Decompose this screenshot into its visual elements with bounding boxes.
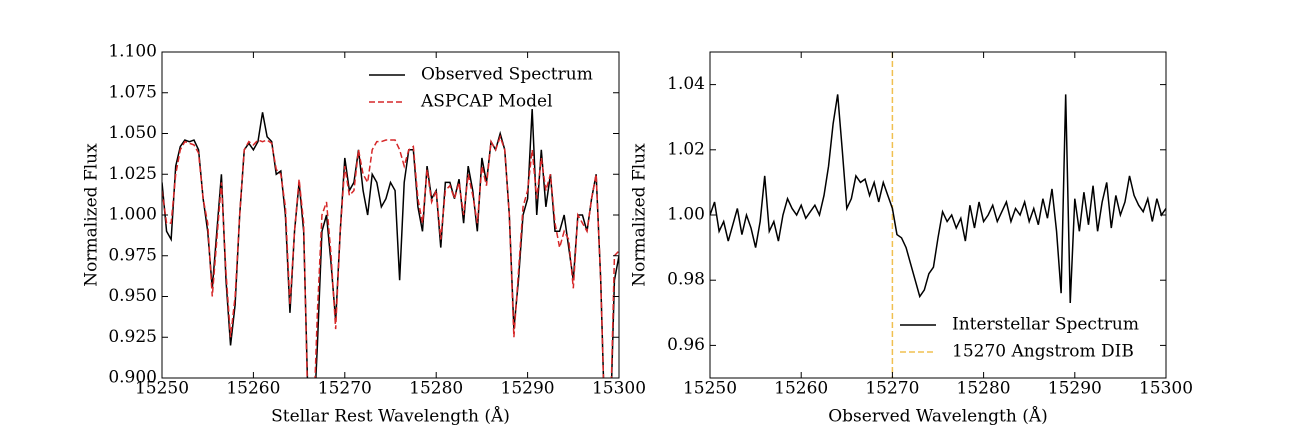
legend-label: Observed Spectrum: [421, 65, 593, 85]
y-tick-label: 0.925: [108, 327, 157, 347]
x-tick-label: 15250: [683, 379, 737, 399]
legend-label: Interstellar Spectrum: [952, 315, 1139, 335]
y-tick-label: 0.900: [108, 368, 157, 388]
x-axis-label: Stellar Rest Wavelength (Å): [271, 406, 510, 427]
x-tick-label: 15260: [226, 379, 280, 399]
x-axis-label: Observed Wavelength (Å): [828, 406, 1048, 427]
spectrum-line: [710, 94, 1166, 304]
x-tick-label: 15300: [592, 379, 646, 399]
y-tick-label: 0.950: [108, 286, 157, 306]
y-tick-label: 0.96: [667, 335, 705, 355]
x-tick-label: 15270: [865, 379, 919, 399]
y-tick-label: 1.04: [667, 74, 705, 94]
y-tick-label: 1.000: [108, 205, 157, 225]
plot-area: [710, 52, 1166, 378]
y-tick-label: 1.025: [108, 164, 157, 184]
legend-label: 15270 Angstrom DIB: [952, 342, 1134, 362]
y-tick-label: 0.98: [667, 270, 705, 290]
x-tick-label: 15250: [135, 379, 189, 399]
plot-area: [162, 109, 619, 378]
y-axis-label: Normalized Flux: [630, 143, 650, 287]
x-tick-label: 15260: [774, 379, 828, 399]
y-tick-label: 1.00: [667, 205, 705, 225]
legend-label: ASPCAP Model: [420, 92, 553, 112]
y-tick-label: 1.100: [108, 42, 157, 62]
x-tick-label: 15290: [1048, 379, 1102, 399]
x-tick-label: 15280: [957, 379, 1011, 399]
x-tick-label: 15270: [318, 379, 372, 399]
y-axis-label: Normalized Flux: [82, 143, 102, 287]
x-tick-label: 15280: [409, 379, 463, 399]
spectrum-line: [162, 134, 619, 378]
x-tick-label: 15290: [501, 379, 555, 399]
y-tick-label: 1.050: [108, 123, 157, 143]
y-tick-label: 0.975: [108, 245, 157, 265]
y-tick-label: 1.075: [108, 82, 157, 102]
y-tick-label: 1.02: [667, 139, 705, 159]
x-tick-label: 15300: [1139, 379, 1193, 399]
